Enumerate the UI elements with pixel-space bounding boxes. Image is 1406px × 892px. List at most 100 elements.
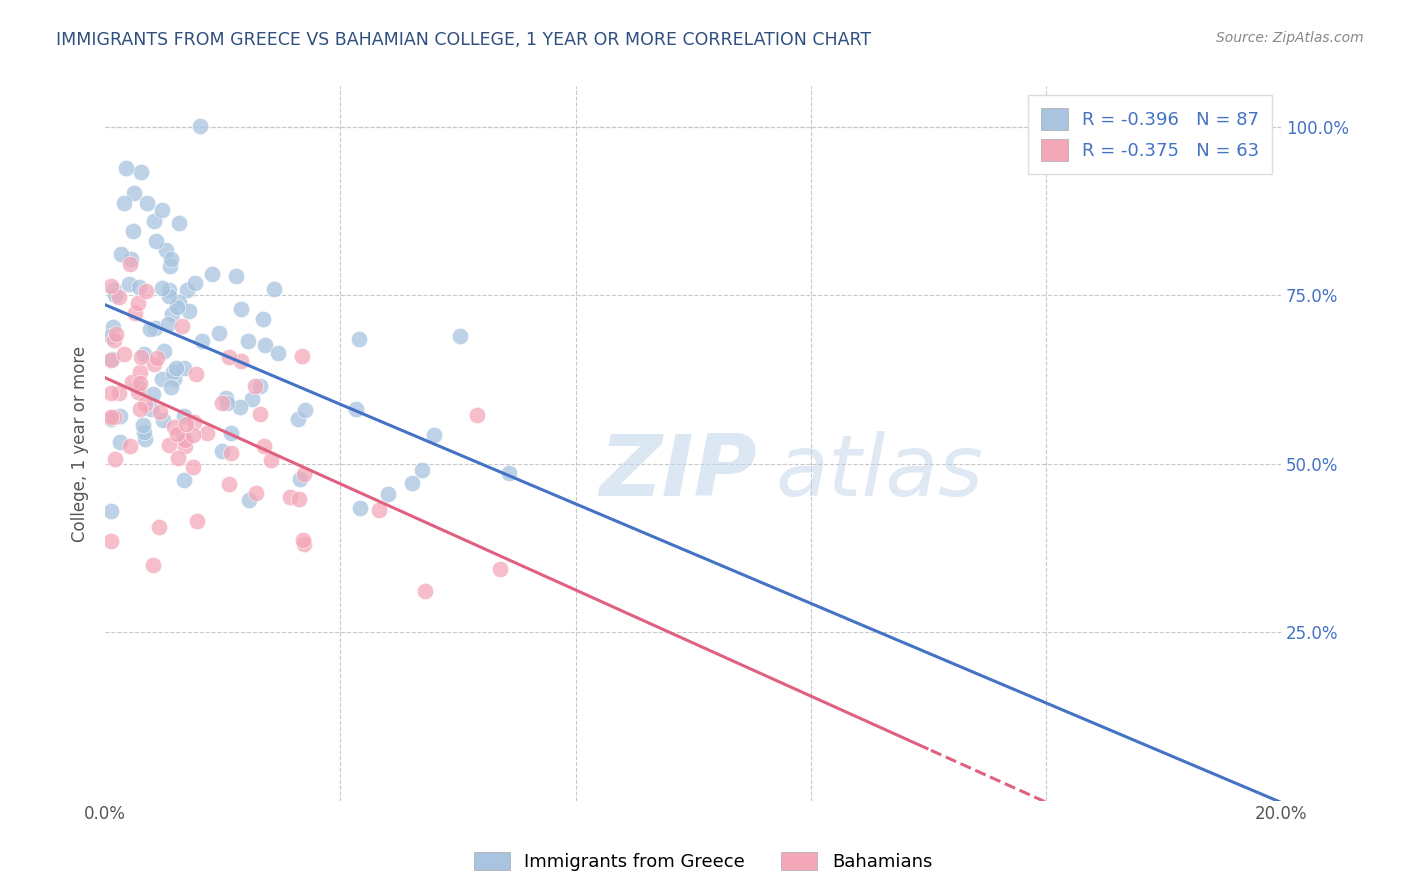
Point xyxy=(215,396,238,410)
Point xyxy=(228,401,250,415)
Point xyxy=(112,195,135,210)
Point xyxy=(263,282,285,296)
Point xyxy=(254,338,277,352)
Point xyxy=(146,351,169,365)
Point xyxy=(173,439,195,453)
Point xyxy=(100,504,122,518)
Point xyxy=(145,235,167,249)
Point xyxy=(291,349,314,363)
Point xyxy=(167,450,190,465)
Point xyxy=(225,269,247,284)
Point xyxy=(108,386,131,401)
Point xyxy=(195,425,218,440)
Point xyxy=(103,283,125,297)
Point xyxy=(377,487,399,501)
Point xyxy=(238,493,260,508)
Point xyxy=(253,439,276,453)
Point xyxy=(118,277,141,292)
Point xyxy=(188,119,211,133)
Point xyxy=(100,411,122,425)
Point xyxy=(218,476,240,491)
Point xyxy=(108,435,131,450)
Point xyxy=(413,584,436,599)
Point xyxy=(207,326,229,341)
Point xyxy=(160,380,183,394)
Point xyxy=(135,285,157,299)
Point xyxy=(292,533,315,548)
Point xyxy=(179,304,201,318)
Point xyxy=(153,344,176,359)
Point xyxy=(115,161,138,175)
Point xyxy=(100,386,122,401)
Point xyxy=(249,407,271,421)
Point xyxy=(101,351,124,366)
Point xyxy=(128,280,150,294)
Point xyxy=(122,186,145,200)
Point xyxy=(287,412,309,426)
Point xyxy=(159,259,181,273)
Point xyxy=(489,562,512,576)
Point xyxy=(245,485,267,500)
Point xyxy=(129,401,152,416)
Point xyxy=(160,307,183,321)
Point xyxy=(229,354,252,368)
Point xyxy=(152,413,174,427)
Point xyxy=(149,405,172,419)
Legend: Immigrants from Greece, Bahamians: Immigrants from Greece, Bahamians xyxy=(467,845,939,879)
Point xyxy=(142,357,165,371)
Point xyxy=(157,438,180,452)
Text: atlas: atlas xyxy=(775,431,983,514)
Point xyxy=(184,276,207,290)
Point xyxy=(165,361,187,376)
Point xyxy=(411,463,433,477)
Point xyxy=(231,302,253,317)
Point xyxy=(157,283,180,297)
Point xyxy=(219,425,242,440)
Point xyxy=(100,278,122,293)
Point xyxy=(100,533,122,548)
Point xyxy=(134,432,156,446)
Point xyxy=(131,350,153,364)
Legend: R = -0.396   N = 87, R = -0.375   N = 63: R = -0.396 N = 87, R = -0.375 N = 63 xyxy=(1028,95,1272,174)
Point xyxy=(129,165,152,179)
Point xyxy=(110,247,132,261)
Text: ZIP: ZIP xyxy=(599,431,756,514)
Point xyxy=(172,431,194,445)
Point xyxy=(104,452,127,467)
Point xyxy=(238,334,260,348)
Point xyxy=(148,520,170,534)
Point xyxy=(191,334,214,348)
Point xyxy=(142,558,165,573)
Point xyxy=(134,425,156,440)
Point xyxy=(103,333,125,347)
Point xyxy=(101,320,124,334)
Point xyxy=(201,267,224,281)
Point xyxy=(368,503,391,517)
Point xyxy=(266,346,288,360)
Point xyxy=(211,396,233,410)
Point xyxy=(141,402,163,417)
Point xyxy=(127,295,149,310)
Point xyxy=(100,329,122,343)
Point xyxy=(104,287,127,301)
Point xyxy=(163,372,186,386)
Point xyxy=(252,311,274,326)
Point xyxy=(176,283,198,297)
Point xyxy=(157,318,180,332)
Point xyxy=(118,439,141,453)
Point xyxy=(243,379,266,393)
Point xyxy=(166,300,188,314)
Point xyxy=(218,350,240,364)
Text: IMMIGRANTS FROM GREECE VS BAHAMIAN COLLEGE, 1 YEAR OR MORE CORRELATION CHART: IMMIGRANTS FROM GREECE VS BAHAMIAN COLLE… xyxy=(56,31,872,49)
Point xyxy=(186,514,208,528)
Point xyxy=(167,294,190,309)
Point xyxy=(129,376,152,390)
Point xyxy=(127,378,149,392)
Point xyxy=(134,397,156,411)
Point xyxy=(170,319,193,334)
Point xyxy=(288,492,311,507)
Point xyxy=(150,372,173,386)
Point xyxy=(294,403,316,417)
Point xyxy=(100,352,122,367)
Point xyxy=(166,427,188,442)
